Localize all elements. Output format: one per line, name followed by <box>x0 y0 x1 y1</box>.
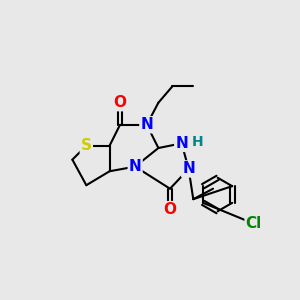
Text: O: O <box>164 202 176 217</box>
Text: N: N <box>182 161 195 176</box>
Text: N: N <box>175 136 188 151</box>
Text: O: O <box>113 95 127 110</box>
Text: Cl: Cl <box>246 216 262 231</box>
Text: N: N <box>129 159 142 174</box>
Text: S: S <box>81 138 92 153</box>
Text: N: N <box>140 117 153 132</box>
Text: H: H <box>191 135 203 149</box>
